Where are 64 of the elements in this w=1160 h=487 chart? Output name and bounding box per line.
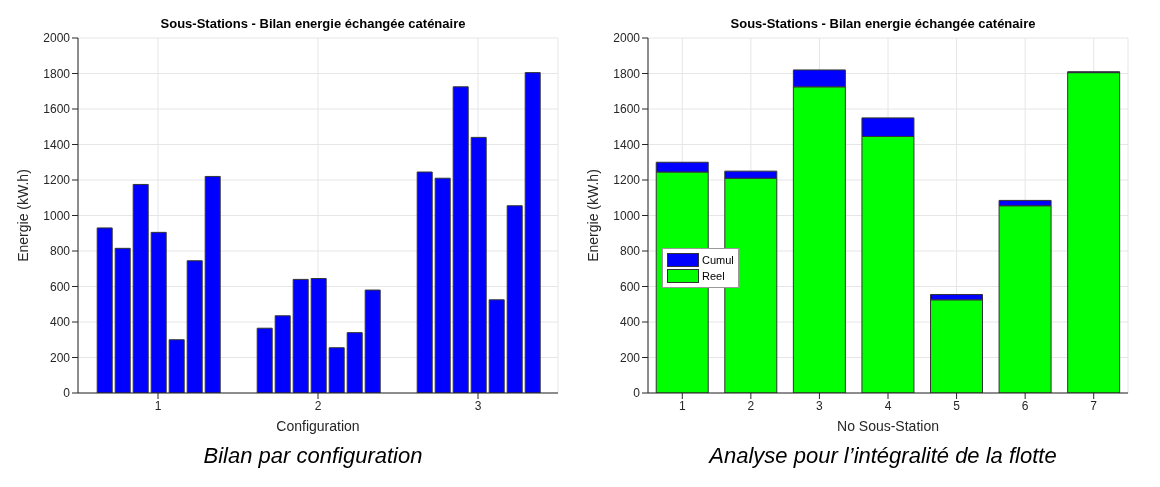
y-tick-label: 2000 bbox=[613, 31, 641, 46]
text: Analyse pour l’intégralité de la flotte bbox=[707, 443, 1058, 469]
y-tick-label: 400 bbox=[619, 315, 641, 330]
bar bbox=[150, 231, 167, 393]
x-tick-label: 3 bbox=[816, 398, 824, 413]
legend-label: Cumul bbox=[702, 254, 734, 266]
y-tick-label: 1200 bbox=[43, 173, 71, 188]
bar bbox=[346, 332, 363, 393]
bar bbox=[204, 175, 221, 393]
bar bbox=[506, 205, 523, 393]
y-tick-label: 800 bbox=[619, 244, 641, 259]
y-tick-label: 1400 bbox=[43, 137, 71, 152]
y-tick-label: 1400 bbox=[613, 137, 641, 152]
y-tick-label: 200 bbox=[619, 350, 641, 365]
chart-title: Sous-Stations - Bilan energie échangée caténaire bbox=[730, 16, 1036, 31]
y-tick-label: 1800 bbox=[613, 66, 641, 81]
bar bbox=[328, 347, 345, 393]
y-axis-title: Energie (kW.h) bbox=[584, 169, 601, 262]
bar bbox=[274, 315, 291, 393]
x-tick-label: 4 bbox=[884, 398, 892, 413]
bar bbox=[256, 327, 273, 393]
text: Bilan par configuration bbox=[202, 443, 424, 469]
bar bbox=[1067, 72, 1121, 393]
x-tick-label: 2 bbox=[314, 398, 322, 413]
y-tick-label: 800 bbox=[49, 244, 71, 259]
bar bbox=[416, 171, 433, 393]
y-tick-label: 200 bbox=[49, 350, 71, 365]
y-tick-label: 1200 bbox=[613, 173, 641, 188]
bar bbox=[470, 136, 487, 393]
y-tick-label: 2000 bbox=[43, 31, 71, 46]
bar bbox=[96, 227, 113, 393]
bar bbox=[364, 289, 381, 393]
bar bbox=[186, 260, 203, 393]
x-tick-label: 1 bbox=[678, 398, 686, 413]
x-axis-title: No Sous-Station bbox=[837, 418, 939, 434]
x-tick-label: 5 bbox=[953, 398, 961, 413]
bar bbox=[434, 177, 451, 393]
x-tick-label: 7 bbox=[1090, 398, 1098, 413]
y-tick-label: 1600 bbox=[613, 102, 641, 117]
y-axis-title: Energie (kW.h) bbox=[14, 169, 31, 262]
bar bbox=[524, 72, 541, 393]
bar bbox=[114, 247, 131, 393]
x-tick-label: 1 bbox=[154, 398, 162, 413]
y-tick-label: 400 bbox=[49, 315, 71, 330]
y-tick-label: 600 bbox=[619, 279, 641, 294]
y-tick-label: 600 bbox=[49, 279, 71, 294]
bar bbox=[452, 86, 469, 393]
x-tick-label: 6 bbox=[1021, 398, 1029, 413]
y-tick-label: 1000 bbox=[613, 208, 641, 223]
legend-label: Reel bbox=[702, 270, 725, 282]
y-tick-label: 0 bbox=[63, 386, 71, 401]
bar bbox=[310, 278, 327, 393]
y-tick-label: 1800 bbox=[43, 66, 71, 81]
bar bbox=[488, 299, 505, 393]
x-tick-label: 3 bbox=[474, 398, 482, 413]
y-tick-label: 0 bbox=[633, 386, 641, 401]
x-tick-label: 2 bbox=[747, 398, 755, 413]
bar bbox=[292, 278, 309, 393]
chart-title: Sous-Stations - Bilan energie échangée caténaire bbox=[160, 16, 466, 31]
y-tick-label: 1000 bbox=[43, 208, 71, 223]
bar bbox=[168, 339, 185, 393]
x-axis-title: Configuration bbox=[276, 418, 360, 434]
y-tick-label: 1600 bbox=[43, 102, 71, 117]
bar bbox=[132, 183, 149, 393]
